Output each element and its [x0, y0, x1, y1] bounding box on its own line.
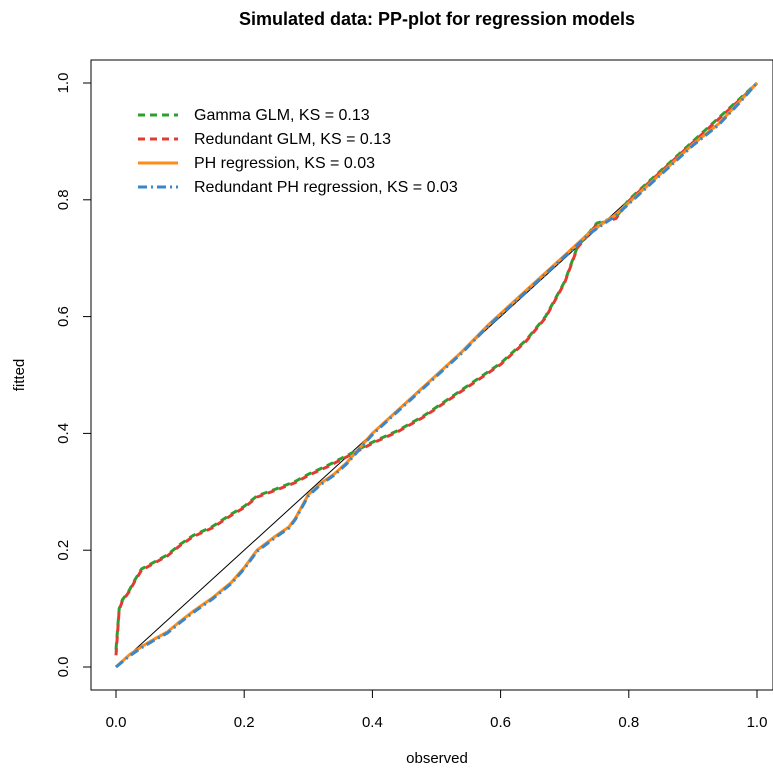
x-tick-label: 0.4 — [362, 714, 383, 731]
x-tick-label: 0.8 — [618, 714, 639, 731]
plot-content — [114, 81, 759, 669]
x-tick-label: 1.0 — [747, 714, 768, 731]
y-tick-label: 0.8 — [55, 189, 72, 210]
series-line-0 — [114, 81, 759, 650]
y-axis-label: fitted — [11, 359, 28, 392]
legend: Gamma GLM, KS = 0.13 Redundant GLM, KS = … — [138, 107, 458, 196]
legend-label-0: Gamma GLM, KS = 0.13 — [194, 107, 370, 124]
chart-title: Simulated data: PP-plot for regression m… — [239, 9, 635, 29]
y-axis: 0.0 0.2 0.4 0.6 0.8 1.0 — [55, 73, 92, 678]
y-tick-label: 0.6 — [55, 306, 72, 327]
x-tick-label: 0.2 — [234, 714, 255, 731]
x-axis: 0.0 0.2 0.4 0.6 0.8 1.0 — [106, 689, 768, 731]
legend-label-3: Redundant PH regression, KS = 0.03 — [194, 179, 458, 196]
legend-label-2: PH regression, KS = 0.03 — [194, 155, 375, 172]
y-tick-label: 0.0 — [55, 657, 72, 678]
legend-label-1: Redundant GLM, KS = 0.13 — [194, 131, 391, 148]
y-tick-label: 1.0 — [55, 73, 72, 94]
x-axis-label: observed — [406, 750, 468, 767]
x-tick-label: 0.6 — [490, 714, 511, 731]
x-tick-label: 0.0 — [106, 714, 127, 731]
y-tick-label: 0.2 — [55, 540, 72, 561]
y-tick-label: 0.4 — [55, 423, 72, 444]
